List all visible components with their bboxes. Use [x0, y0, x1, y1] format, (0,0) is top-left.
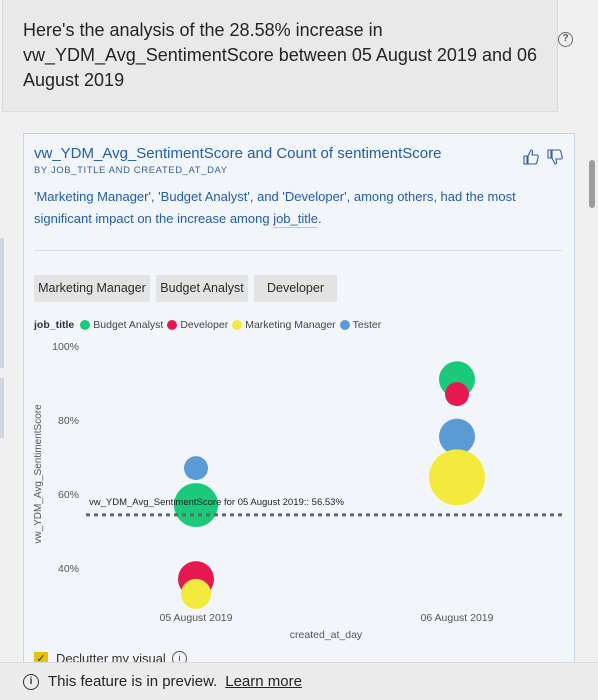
y-tick-label: 80%	[58, 415, 79, 427]
reference-line-label: vw_YDM_Avg_SentimentScore for 05 August …	[89, 497, 344, 508]
x-axis-label: created_at_day	[290, 629, 363, 641]
question-circle-icon[interactable]: ?	[558, 32, 573, 47]
x-tick-label: 05 August 2019	[160, 612, 233, 624]
legend-item-marketing-manager[interactable]: Marketing Manager	[232, 319, 336, 331]
chip-developer[interactable]: Developer	[254, 275, 337, 302]
chip-budget-analyst[interactable]: Budget Analyst	[156, 275, 248, 302]
bubble-chart: 40% 60% 80% 100% vw_YDM_Avg_SentimentScore 05…	[33, 341, 564, 641]
y-axis-label: vw_YDM_Avg_SentimentScore	[33, 404, 44, 544]
bubble-point	[181, 578, 211, 609]
learn-more-link[interactable]: Learn more	[225, 673, 302, 690]
legend-item-developer[interactable]: Developer	[167, 319, 228, 331]
vertical-scrollbar[interactable]	[586, 0, 598, 662]
legend-dot	[167, 320, 178, 330]
legend-dot	[339, 320, 350, 330]
chart-legend: job_title Budget Analyst Developer Marke…	[34, 319, 385, 331]
analysis-header: Here's the analysis of the 28.58% increa…	[2, 0, 558, 112]
y-tick-label: 40%	[58, 563, 79, 575]
card-title: vw_YDM_Avg_SentimentScore and Count of s…	[34, 145, 442, 162]
page-edge-stub	[0, 378, 4, 438]
legend-item-budget-analyst[interactable]: Budget Analyst	[80, 319, 163, 331]
legend-dot	[80, 320, 91, 330]
thumbs-down-icon[interactable]	[546, 148, 564, 166]
legend-title: job_title	[34, 319, 75, 331]
preview-footer: i This feature is in preview. Learn more	[0, 662, 598, 700]
bubble-point	[439, 418, 475, 455]
page-edge-stub	[0, 238, 4, 368]
info-circle-icon: i	[23, 673, 39, 690]
insight-card: vw_YDM_Avg_SentimentScore and Count of s…	[23, 133, 575, 673]
chip-marketing-manager[interactable]: Marketing Manager	[34, 275, 150, 302]
card-subtitle: BY JOB_TITLE AND CREATED_AT_DAY	[34, 165, 228, 176]
analysis-summary-text: Here's the analysis of the 28.58% increa…	[23, 20, 538, 90]
divider	[34, 250, 562, 251]
thumbs-up-icon[interactable]	[522, 148, 540, 166]
field-job-title: job_title	[273, 211, 318, 228]
y-tick-label: 60%	[58, 489, 79, 501]
bubble-point	[184, 456, 208, 481]
card-description: 'Marketing Manager', 'Budget Analyst', a…	[34, 189, 516, 228]
y-tick-label: 100%	[52, 341, 79, 353]
legend-dot	[232, 320, 243, 330]
legend-item-tester[interactable]: Tester	[339, 319, 381, 331]
x-tick-label: 06 August 2019	[421, 612, 494, 624]
bubble-point	[429, 449, 485, 506]
scrollbar-thumb[interactable]	[589, 160, 595, 208]
preview-notice: This feature is in preview.	[48, 673, 218, 690]
bubble-point	[445, 382, 469, 407]
